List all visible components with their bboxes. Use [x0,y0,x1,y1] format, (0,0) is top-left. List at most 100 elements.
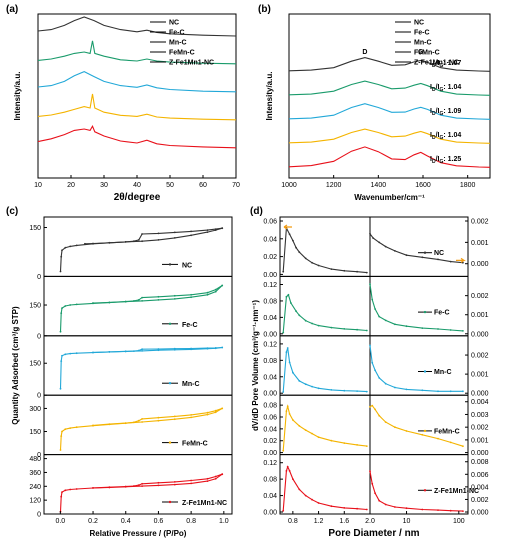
panel-d-left-series-FeMn-C-point-11 [356,444,358,446]
panel-d-right-series-Mn-C-point-9 [449,390,452,393]
panel-d-left-ytick-label-NC-0: 0.00 [263,272,277,279]
panel-d-right-ytick-label-Z-Fe1Mn1-NC-0.004: 0.004 [471,484,489,491]
panel-c-legend-marker-Mn-C [168,382,172,385]
panel-c-adsorption-NC-point-4 [69,245,72,248]
panel-c-ytick-label-Mn-C-0: 0 [37,393,41,400]
panel-d-left-series-Mn-C-point-9 [330,389,333,391]
panel-a-xtick-label-50: 50 [166,182,174,189]
panel-d-left-series-Fe-C [282,293,367,333]
panel-d-right-series-Z-Fe1Mn1-NC-point-3 [378,499,381,502]
panel-d-left-ytick-label-Z-Fe1Mn1-NC-0.12: 0.12 [263,460,277,467]
panel-c-desorption-Z-Fe1Mn1-NC-point-3 [190,479,193,482]
panel-c-desorption-Fe-C-point-10 [108,301,111,304]
panel-d-right-series-FeMn-C-point-9 [449,441,452,444]
panel-c-desorption-FeMn-C-point-11 [92,424,94,427]
panel-c-desorption-Mn-C-point-0 [221,346,224,349]
panel-d-right-series-Mn-C-point-8 [437,390,439,393]
panel-c-desorption-NC-point-3 [190,230,193,233]
panel-d-left-series-FeMn-C-point-8 [317,436,320,439]
panel-d-left-series-Z-Fe1Mn1-NC-point-0 [282,509,285,512]
panel-d-left-series-FeMn-C-point-3 [288,413,291,415]
panel-d-right-series-NC-point-7 [437,258,439,261]
panel-c-desorption-Z-Fe1Mn1-NC-point-0 [221,473,224,476]
panel-d-left-series-Fe-C-point-1 [285,295,288,298]
panel-d-right-series-Z-Fe1Mn1-NC-point-7 [421,508,424,511]
panel-b-legend-Mn-C: Mn-C [414,40,432,47]
panel-d-left-series-Fe-C-point-0 [282,331,285,334]
panel-c-adsorption-NC-point-3 [64,246,67,249]
panel-d-pore-distribution: (d)dV/dD Pore Volume (cm³/g⁻¹·nm⁻¹)0.000… [250,206,489,539]
panel-d-left-axis-arrow [283,224,292,230]
panel-d-right-series-Z-Fe1Mn1-NC-point-10 [462,510,464,512]
panel-d-left-series-Z-Fe1Mn1-NC-point-11 [356,507,358,510]
panel-c-desorption-FeMn-C-point-10 [108,423,111,425]
panel-d-right-series-NC-point-4 [394,250,396,252]
panel-c-desorption-FeMn-C-point-3 [190,414,193,416]
panel-d-left-ytick-label-NC-0.04: 0.04 [263,236,277,243]
panel-d-left-series-Z-Fe1Mn1-NC-point-10 [343,507,346,509]
panel-c-panel-label: (c) [6,206,18,217]
panel-d-left-ytick-label-FeMn-C-0.04: 0.04 [263,426,277,433]
panel-c-adsorption-Mn-C-point-2 [61,354,63,357]
panel-d-right-series-NC-point-5 [405,254,408,257]
panel-d-left-series-NC-point-7 [311,261,313,264]
panel-d-right-series-FeMn-C-point-0 [369,405,371,408]
panel-c-desorption-NC-point-9 [124,241,127,243]
panel-c-desorption-NC-point-2 [206,229,209,232]
panel-c-desorption-NC-point-4 [173,231,176,234]
panel-c-desorption-Mn-C-point-8 [133,350,135,352]
panel-b-raman: 1000 1200 1400 1600 1800 Wavenumber/cm⁻¹ Inten… [258,4,491,202]
panel-d-right-ytick-label-Mn-C-0.002: 0.002 [471,353,489,360]
panel-d-left-ytick-label-Z-Fe1Mn1-NC-0: 0.00 [263,510,277,517]
panel-b-ylabel: Intensity/a.u. [265,72,274,121]
panel-c-desorption-Fe-C-point-2 [206,291,209,294]
panel-d-right-series-Fe-C-point-3 [378,315,381,318]
panel-d-left-series-FeMn-C-point-6 [304,429,307,431]
panel-d-left-ytick-label-FeMn-C-0: 0.00 [263,450,277,457]
panel-c-desorption-FeMn-C-point-0 [221,407,224,410]
panel-b-xtick-label-1000: 1000 [281,182,297,189]
panel-c-xtick-label-0.4: 0.4 [121,518,131,525]
panel-c-desorption-Z-Fe1Mn1-NC-point-7 [137,484,140,486]
panel-d-right-series-NC-point-8 [449,260,452,263]
panel-c-desorption-Fe-C-point-6 [141,296,144,299]
panel-c-adsorption-NC-point-11 [173,237,176,239]
panel-d-right-series-Mn-C-point-4 [384,382,387,385]
panel-d-legend-Fe-C: Fe-C [434,310,450,317]
panel-b-series-Fe-C [288,80,491,96]
panel-c-ytick-label-Z-Fe1Mn1-NC-120: 120 [29,498,41,505]
panel-c-legend-marker-Z-Fe1Mn1-NC [168,500,172,504]
panel-d-right-ytick-label-FeMn-C-0.001: 0.001 [471,437,489,444]
panel-d-right-series-NC-point-0 [369,232,371,235]
panel-d-left-ytick-label-Z-Fe1Mn1-NC-0.08: 0.08 [263,477,277,484]
panel-c-adsorption-FeMn-C-point-14 [214,411,217,414]
panel-c-adsorption-Z-Fe1Mn1-NC-point-9 [141,485,144,487]
panel-d-right-series-Fe-C-point-10 [462,330,464,332]
panel-b-xlabel: Wavenumber/cm⁻¹ [354,193,425,202]
panel-d-left-series-Z-Fe1Mn1-NC-point-2 [286,465,289,468]
panel-c-desorption-NC-point-6 [141,233,144,235]
panel-c-desorption-Fe-C-point-1 [214,288,217,291]
panel-d-left-series-Z-Fe1Mn1-NC-point-8 [317,502,320,504]
panel-c-adsorption-NC-point-0 [59,270,62,273]
panel-d-left-series-NC-point-4 [295,246,297,249]
panel-d-left-series-Z-Fe1Mn1-NC-point-4 [292,478,294,480]
panel-d-right-ytick-label-FeMn-C-0.002: 0.002 [471,425,489,432]
panel-d-right-ytick-label-Fe-C-0.001: 0.001 [471,312,489,319]
panel-d-right-series-Fe-C-point-7 [421,327,424,329]
panel-d-left-series-Fe-C-point-3 [290,302,292,304]
panel-d-right-xtick-label-10: 10 [403,518,411,525]
panel-c-legend-NC: NC [182,262,192,269]
panel-d-left-series-Mn-C-point-11 [356,390,358,392]
panel-c-subplot-frame-Fe-C [43,275,233,337]
panel-c-adsorption-Fe-C-point-0 [59,330,62,333]
panel-c-adsorption-FeMn-C-point-1 [60,435,63,437]
panel-d-right-series-FeMn-C-point-5 [394,426,396,429]
panel-c-ytick-label-FeMn-C-150: 150 [29,429,41,436]
panel-c-adsorption-Fe-C-point-14 [214,290,217,293]
panel-c-desorption-Fe-C-point-7 [137,299,140,301]
panel-c-xtick-label-0.8: 0.8 [186,518,196,525]
panel-c-desorption-Mn-C-point-2 [206,347,209,349]
panel-c-desorption-FeMn-C-point-5 [157,416,160,419]
panel-c-desorption-Fe-C-point-3 [190,293,193,296]
